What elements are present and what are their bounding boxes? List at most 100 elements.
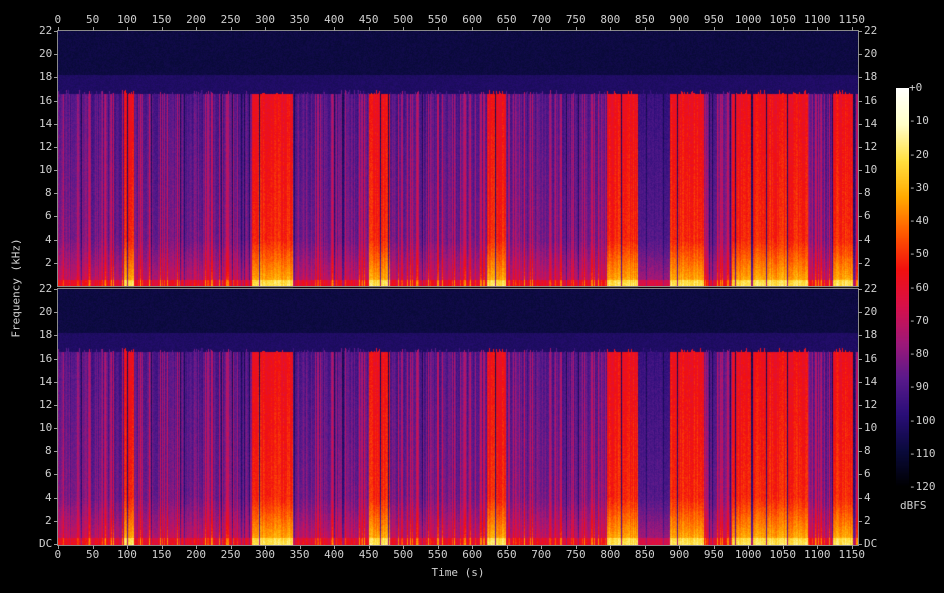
x-tick-label-top: 100 bbox=[117, 13, 137, 26]
x-tick-top bbox=[127, 27, 129, 31]
y-tick-label-left: 16 bbox=[39, 351, 53, 365]
colorbar-tick-label: -110 bbox=[909, 446, 936, 460]
y-tick-label-left: 22 bbox=[39, 282, 53, 295]
y-tick-left bbox=[54, 262, 58, 264]
y-tick-right bbox=[858, 497, 862, 499]
y-tick-left bbox=[54, 123, 58, 125]
colorbar-label: dBFS bbox=[900, 499, 927, 512]
x-tick-label-bottom: 700 bbox=[531, 548, 552, 561]
colorbar-tick-label: -10 bbox=[909, 114, 929, 128]
x-tick-bottom bbox=[334, 545, 336, 549]
x-tick-bottom bbox=[610, 545, 612, 549]
y-tick-label-right: 8 bbox=[864, 444, 871, 458]
x-tick-label-bottom: 950 bbox=[703, 548, 724, 561]
x-tick-bottom bbox=[852, 545, 853, 549]
y-tick-label-left: 6 bbox=[45, 209, 52, 223]
y-tick-right bbox=[858, 54, 862, 56]
y-tick-right bbox=[858, 123, 862, 125]
colorbar-tick-label: +0 bbox=[909, 81, 923, 94]
y-tick-label-right: 6 bbox=[864, 467, 871, 481]
colorbar-tick-label: -50 bbox=[909, 247, 929, 261]
colorbar-tick-label: -60 bbox=[909, 280, 929, 294]
y-tick-right bbox=[858, 262, 862, 264]
x-tick-label-top: 650 bbox=[496, 13, 517, 26]
y-tick-label-right: 12 bbox=[864, 397, 878, 411]
y-tick-left bbox=[54, 146, 58, 148]
x-tick-label-top: 600 bbox=[462, 13, 483, 26]
x-tick-top bbox=[403, 27, 405, 31]
y-tick-label-left: 18 bbox=[39, 70, 53, 84]
x-tick-bottom bbox=[679, 545, 681, 549]
x-tick-label-top: 250 bbox=[220, 13, 241, 26]
x-tick-bottom bbox=[299, 545, 301, 549]
y-tick-right bbox=[858, 31, 862, 32]
x-tick-top bbox=[92, 27, 94, 31]
y-tick-right bbox=[858, 335, 862, 337]
x-tick-bottom bbox=[58, 545, 59, 549]
y-tick-label-left: 6 bbox=[45, 467, 52, 481]
x-tick-bottom bbox=[782, 545, 784, 549]
x-tick-bottom bbox=[575, 545, 577, 549]
y-tick-left bbox=[54, 239, 58, 241]
y-tick-right bbox=[858, 404, 862, 406]
x-tick-label-bottom: 650 bbox=[496, 548, 517, 561]
x-tick-bottom bbox=[713, 545, 715, 549]
x-tick-top bbox=[334, 27, 336, 31]
y-tick-label-right: 20 bbox=[864, 47, 878, 61]
x-tick-top bbox=[265, 27, 267, 31]
y-tick-label-left: 12 bbox=[39, 139, 53, 153]
x-tick-label-top: 50 bbox=[86, 13, 100, 26]
x-tick-label-top: 450 bbox=[358, 13, 379, 26]
x-tick-bottom bbox=[265, 545, 267, 549]
y-tick-label-right: 22 bbox=[864, 24, 878, 37]
plot-frame-channel-2 bbox=[57, 288, 859, 546]
x-tick-top bbox=[782, 27, 784, 31]
colorbar-gradient bbox=[896, 88, 909, 488]
x-tick-label-top: 500 bbox=[393, 13, 414, 26]
x-tick-label-top: 750 bbox=[565, 13, 586, 26]
x-tick-top bbox=[644, 27, 646, 31]
x-tick-top bbox=[679, 27, 681, 31]
x-tick-label-bottom: 50 bbox=[86, 548, 100, 561]
x-tick-bottom bbox=[472, 545, 474, 549]
y-tick-label-left: 8 bbox=[45, 186, 52, 200]
x-tick-bottom bbox=[403, 545, 405, 549]
x-tick-label-top: 950 bbox=[703, 13, 724, 26]
y-tick-left bbox=[54, 497, 58, 499]
colorbar-tick-label: -30 bbox=[909, 180, 929, 194]
y-tick-label-right: 16 bbox=[864, 93, 878, 107]
y-tick-label-right: 10 bbox=[864, 163, 878, 177]
y-tick-right bbox=[858, 544, 862, 545]
x-tick-bottom bbox=[541, 545, 543, 549]
x-tick-bottom bbox=[817, 545, 819, 549]
y-tick-left bbox=[54, 54, 58, 56]
y-tick-label-left: 12 bbox=[39, 397, 53, 411]
y-tick-label-right: 6 bbox=[864, 209, 871, 223]
y-tick-label-right: 8 bbox=[864, 186, 871, 200]
x-tick-top bbox=[713, 27, 715, 31]
x-tick-bottom bbox=[161, 545, 163, 549]
y-tick-right bbox=[858, 474, 862, 476]
y-tick-left bbox=[54, 312, 58, 314]
y-tick-left bbox=[54, 358, 58, 360]
y-tick-label-right: 18 bbox=[864, 70, 878, 84]
x-tick-label-top: 300 bbox=[255, 13, 275, 26]
y-tick-label-left: 2 bbox=[45, 513, 52, 527]
y-tick-label-left: 18 bbox=[39, 328, 53, 342]
y-tick-right bbox=[858, 381, 862, 383]
x-tick-label-top: 0 bbox=[54, 13, 62, 26]
x-tick-label-bottom: 250 bbox=[220, 548, 241, 561]
y-tick-label-right: 2 bbox=[864, 255, 871, 269]
y-tick-right bbox=[858, 77, 862, 79]
y-tick-label-left: 8 bbox=[45, 444, 52, 458]
x-tick-label-top: 1050 bbox=[769, 13, 796, 26]
y-tick-left bbox=[54, 451, 58, 453]
x-tick-label-bottom: 150 bbox=[151, 548, 172, 561]
x-tick-label-bottom: 1150 bbox=[838, 548, 866, 561]
y-tick-left bbox=[54, 289, 58, 290]
x-tick-label-bottom: 300 bbox=[255, 548, 275, 561]
y-tick-right bbox=[858, 428, 862, 430]
y-tick-label-right: 2 bbox=[864, 513, 871, 527]
y-tick-label-left: 20 bbox=[39, 305, 53, 319]
